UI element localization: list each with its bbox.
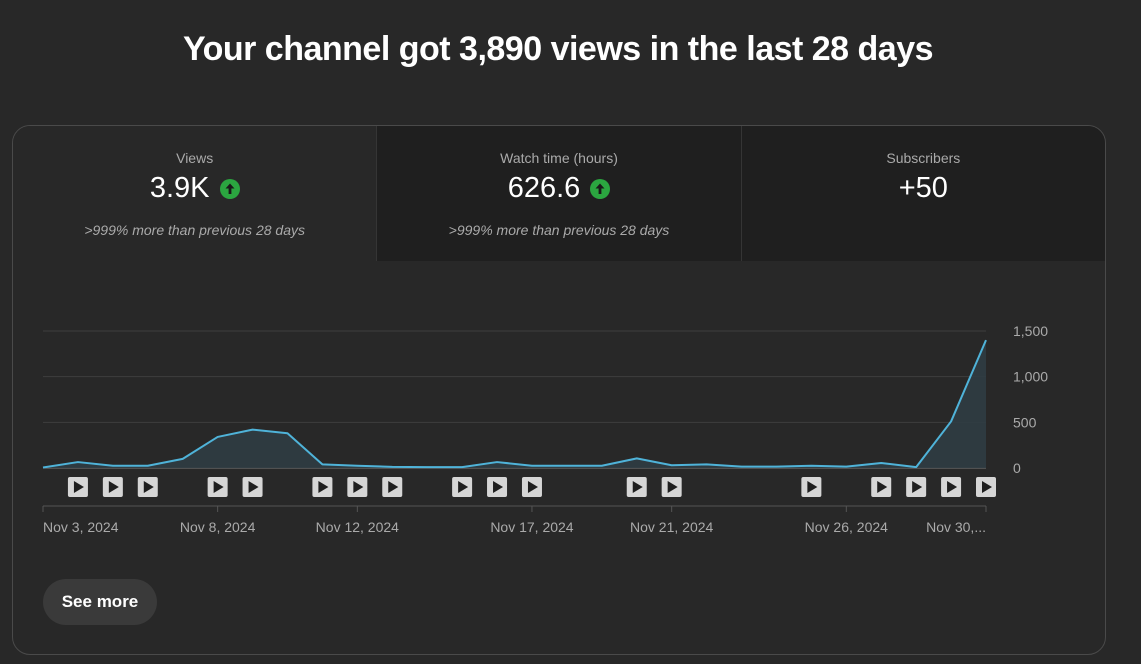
data-point	[461, 466, 464, 469]
x-tick-label: Nov 17, 2024	[490, 519, 573, 535]
video-play-icon[interactable]	[871, 477, 892, 497]
video-play-icon[interactable]	[801, 477, 822, 497]
metric-label: Subscribers	[886, 150, 961, 166]
data-point	[356, 464, 359, 467]
video-play-icon[interactable]	[976, 477, 996, 497]
x-tick-label: Nov 30,...	[926, 519, 986, 535]
data-point	[705, 463, 708, 466]
video-play-icon[interactable]	[347, 477, 368, 497]
video-play-icon[interactable]	[452, 477, 473, 497]
video-play-icon[interactable]	[207, 477, 228, 497]
trend-up-icon	[590, 178, 611, 199]
x-tick-label: Nov 26, 2024	[805, 519, 888, 535]
data-point	[181, 457, 184, 460]
video-play-icon[interactable]	[242, 477, 263, 497]
x-tick-label: Nov 3, 2024	[43, 519, 119, 535]
views-area	[43, 340, 986, 468]
data-point	[915, 466, 918, 469]
data-point	[845, 465, 848, 468]
data-point	[810, 464, 813, 467]
metric-value: 3.9K	[149, 172, 210, 204]
data-point	[251, 428, 254, 431]
data-point	[880, 461, 883, 464]
metric-tabs: Views 3.9K >999% more than previous 28 d…	[13, 126, 1105, 261]
tab-subscribers[interactable]: Subscribers +50	[740, 126, 1105, 261]
page-headline: Your channel got 3,890 views in the last…	[182, 30, 934, 68]
data-point	[740, 465, 743, 468]
video-play-icon[interactable]	[626, 477, 647, 497]
video-play-icon[interactable]	[487, 477, 508, 497]
y-tick-label: 1,000	[1013, 369, 1048, 385]
video-play-icon[interactable]	[521, 477, 542, 497]
data-point	[600, 464, 603, 467]
data-point	[635, 457, 638, 460]
y-tick-label: 0	[1013, 460, 1021, 476]
video-play-icon[interactable]	[102, 477, 123, 497]
analytics-card: Views 3.9K >999% more than previous 28 d…	[12, 125, 1106, 655]
metric-comparison-note: >999% more than previous 28 days	[84, 222, 305, 238]
data-point	[76, 461, 79, 464]
metric-value: +50	[898, 172, 948, 204]
data-point	[670, 464, 673, 467]
data-point	[985, 339, 988, 342]
metric-value: 626.6	[507, 172, 581, 204]
data-point	[775, 465, 778, 468]
tab-views[interactable]: Views 3.9K >999% more than previous 28 d…	[13, 126, 377, 261]
data-point	[565, 464, 568, 467]
data-point	[391, 465, 394, 468]
video-play-icon[interactable]	[312, 477, 333, 497]
video-play-icon[interactable]	[67, 477, 88, 497]
x-tick-label: Nov 8, 2024	[180, 519, 256, 535]
data-point	[286, 432, 289, 435]
trend-up-icon	[219, 178, 240, 199]
video-play-icon[interactable]	[137, 477, 158, 497]
x-tick-label: Nov 21, 2024	[630, 519, 713, 535]
data-point	[42, 466, 45, 469]
video-play-icon[interactable]	[661, 477, 682, 497]
data-point	[321, 463, 324, 466]
data-point	[496, 461, 499, 464]
metric-label: Watch time (hours)	[500, 150, 618, 166]
video-play-icon[interactable]	[941, 477, 962, 497]
tab-watch-time[interactable]: Watch time (hours) 626.6 >999% more than…	[376, 126, 741, 261]
data-point	[216, 435, 219, 438]
y-tick-label: 500	[1013, 414, 1037, 430]
metric-comparison-note: >999% more than previous 28 days	[448, 222, 670, 238]
data-point	[146, 464, 149, 467]
data-point	[111, 464, 114, 467]
y-tick-label: 1,500	[1013, 323, 1048, 339]
video-play-icon[interactable]	[906, 477, 927, 497]
views-series-line	[42, 339, 987, 469]
x-tick-label: Nov 12, 2024	[316, 519, 399, 535]
data-point	[950, 420, 953, 423]
data-point	[426, 466, 429, 469]
see-more-button[interactable]: See more	[43, 579, 157, 625]
views-line-chart: 0 500 1,000 1,500 Nov 3, 2024 Nov 8, 2024 Nov …	[42, 323, 1048, 535]
video-play-icon[interactable]	[382, 477, 403, 497]
data-point	[530, 464, 533, 467]
metric-label: Views	[176, 150, 214, 166]
